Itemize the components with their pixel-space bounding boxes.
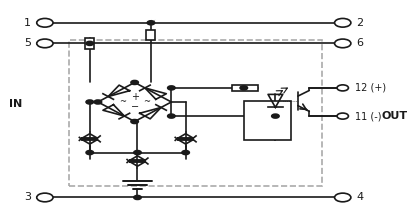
Text: 2: 2 — [356, 18, 364, 28]
Text: 5: 5 — [24, 38, 31, 48]
Circle shape — [86, 100, 93, 104]
Circle shape — [335, 39, 351, 48]
Circle shape — [134, 196, 141, 199]
Circle shape — [182, 151, 189, 155]
Circle shape — [240, 86, 247, 90]
Text: IN: IN — [9, 99, 22, 109]
Text: ~: ~ — [119, 97, 126, 107]
Bar — [69, 40, 322, 186]
Text: +: + — [131, 92, 139, 102]
Circle shape — [86, 41, 93, 45]
Circle shape — [134, 151, 141, 155]
Text: ⚡⚡: ⚡⚡ — [146, 20, 156, 26]
Text: 12 (+): 12 (+) — [355, 83, 386, 93]
Bar — [146, 30, 155, 40]
Bar — [85, 38, 94, 49]
Circle shape — [335, 18, 351, 27]
Circle shape — [335, 193, 351, 202]
Circle shape — [94, 100, 102, 104]
Circle shape — [272, 114, 279, 118]
Circle shape — [168, 86, 175, 90]
Text: 1: 1 — [24, 18, 31, 28]
Circle shape — [131, 120, 138, 123]
Circle shape — [37, 39, 53, 48]
Text: −: − — [131, 102, 139, 112]
Circle shape — [337, 113, 348, 119]
Circle shape — [37, 193, 53, 202]
Circle shape — [147, 21, 155, 25]
Text: 6: 6 — [356, 38, 364, 48]
Circle shape — [337, 85, 348, 91]
Circle shape — [37, 18, 53, 27]
Text: 11 (-): 11 (-) — [355, 111, 381, 121]
Text: ~: ~ — [143, 97, 151, 107]
Bar — [244, 101, 290, 140]
Text: OUT: OUT — [381, 111, 407, 121]
Circle shape — [86, 151, 93, 155]
Circle shape — [131, 81, 138, 84]
Text: 3: 3 — [24, 192, 31, 202]
Bar — [232, 85, 258, 91]
Circle shape — [168, 114, 175, 118]
Text: 4: 4 — [356, 192, 364, 202]
